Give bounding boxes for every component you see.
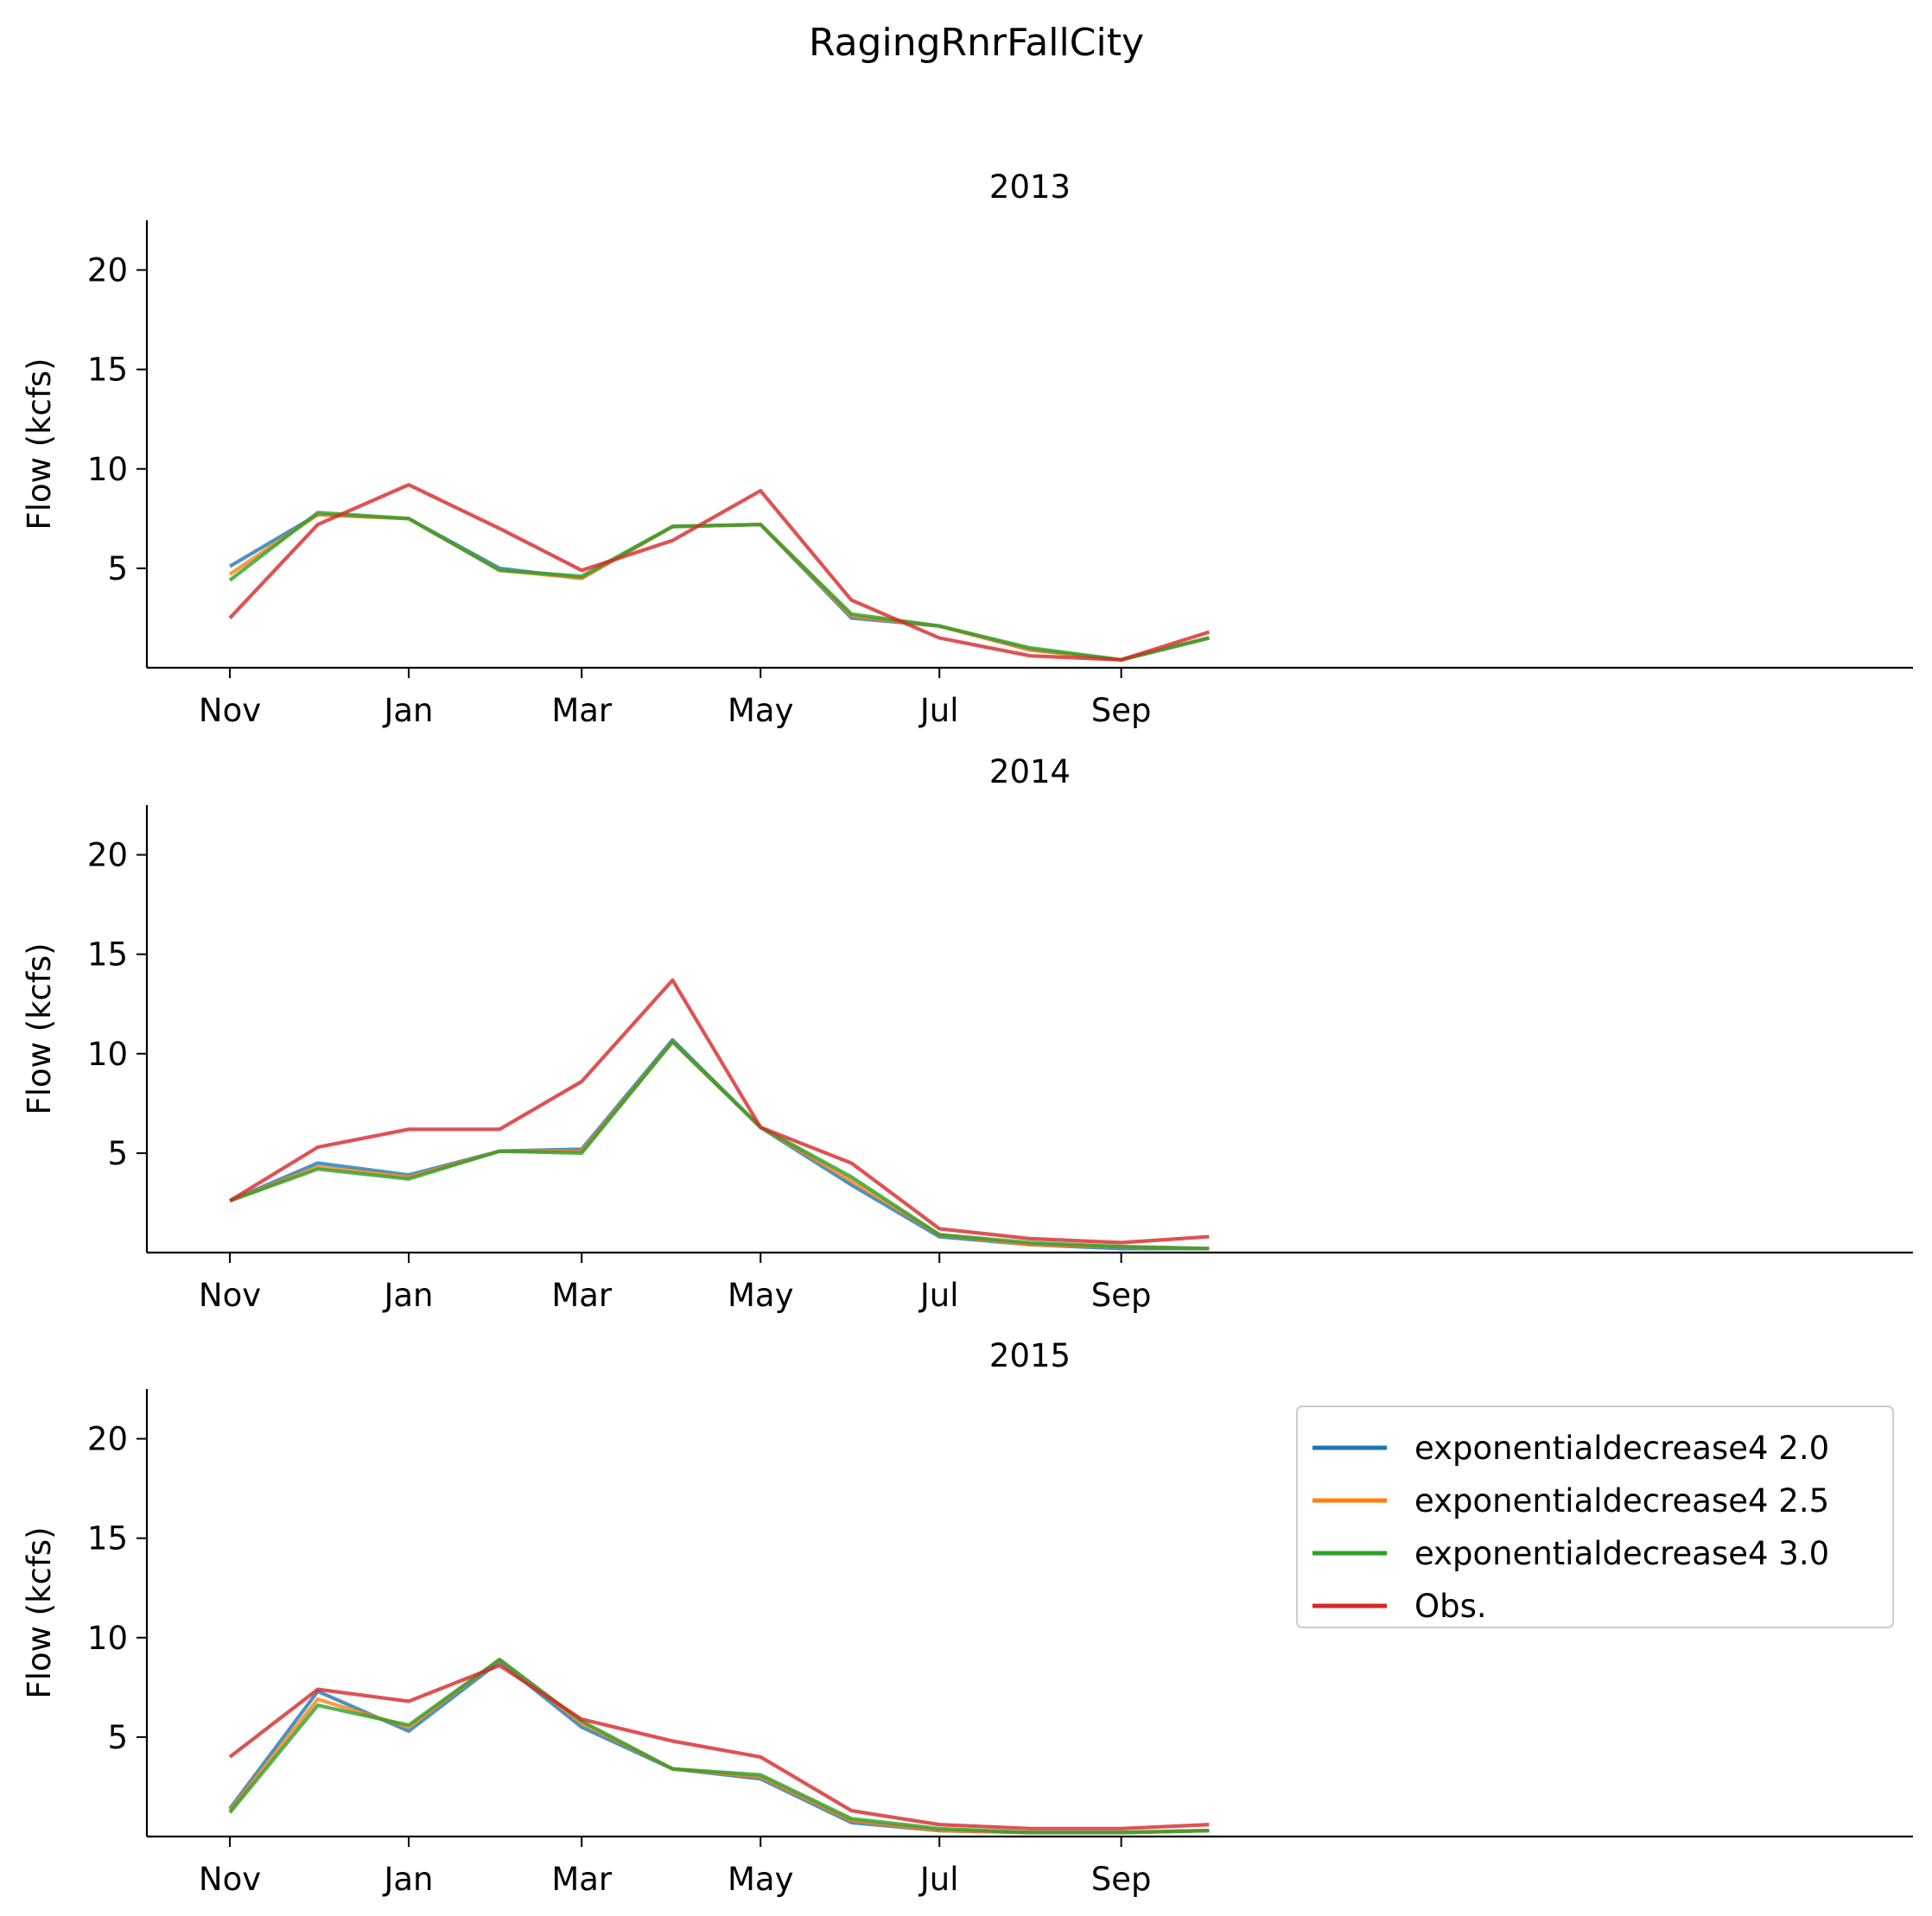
x-tick-label: Mar — [551, 1861, 613, 1898]
series-line-obs- — [228, 483, 1211, 662]
x-tick-label: Sep — [1091, 1277, 1152, 1314]
x-tick-label: May — [728, 1277, 794, 1314]
panel-title: 2014 — [989, 753, 1071, 790]
x-tick-label: Mar — [551, 1277, 613, 1314]
series-line-obs- — [228, 978, 1210, 1245]
x-tick-label: Jan — [382, 1861, 433, 1898]
x-tick-label: May — [728, 692, 794, 729]
legend: exponentialdecrease4 2.0 exponentialdecre… — [1296, 1405, 1894, 1628]
y-axis-label: Flow (kcfs) — [21, 358, 58, 530]
y-tick-label: 10 — [87, 451, 128, 488]
series-line-exponentialdecrease4-2-5 — [229, 1039, 1210, 1251]
y-tick-label: 20 — [87, 1421, 128, 1458]
panel-title: 2013 — [989, 168, 1071, 206]
chart-title: RagingRnrFallCity — [809, 21, 1144, 65]
y-tick-label: 15 — [87, 1520, 128, 1558]
x-tick-label: Jul — [918, 1861, 959, 1898]
x-tick-label: Jul — [918, 1277, 959, 1314]
y-tick-label: 20 — [87, 837, 128, 874]
x-tick-label: Jul — [918, 692, 959, 729]
y-tick-label: 5 — [107, 1135, 128, 1172]
series-line-exponentialdecrease4-3-0 — [228, 1657, 1210, 1835]
y-tick-label: 5 — [107, 1719, 128, 1756]
x-tick-label: Jan — [382, 1277, 433, 1314]
x-tick-label: Sep — [1091, 692, 1152, 729]
panel-2015: 2015 5 10 15 20 Nov Jan Mar May Jul Sep Flow (kcfs)… — [21, 1337, 1913, 1898]
y-tick-label: 10 — [87, 1620, 128, 1657]
panel-2013: 2013 5 10 15 20 Nov Jan Mar May Jul Sep Flow (kcfs) — [21, 168, 1913, 729]
panel-2014: 2014 5 10 15 20 Nov Jan Mar May Jul Sep Flow (kcfs) — [21, 753, 1913, 1314]
y-tick-label: 5 — [107, 550, 128, 587]
x-tick-label: Mar — [551, 692, 613, 729]
x-tick-label: Jan — [382, 692, 433, 729]
series-line-exponentialdecrease4-2-5 — [228, 512, 1210, 662]
legend-entry: exponentialdecrease4 2.0 — [1414, 1430, 1829, 1467]
series-line-exponentialdecrease4-3-0 — [229, 1039, 1210, 1251]
legend-entry: Obs. — [1414, 1588, 1487, 1625]
y-tick-label: 15 — [87, 936, 128, 974]
x-tick-label: Nov — [199, 1277, 261, 1314]
x-tick-label: Sep — [1091, 1861, 1152, 1898]
legend-entry: exponentialdecrease4 3.0 — [1414, 1535, 1829, 1572]
y-tick-label: 20 — [87, 252, 128, 289]
legend-entry: exponentialdecrease4 2.5 — [1414, 1482, 1829, 1519]
series-line-exponentialdecrease4-3-0 — [228, 511, 1210, 662]
y-axis-label: Flow (kcfs) — [21, 942, 58, 1114]
panels: 2013 5 10 15 20 Nov Jan Mar May Jul Sep Flow (kcfs)… — [21, 168, 1913, 1898]
series-line-exponentialdecrease4-2-0 — [228, 512, 1210, 662]
legend-box — [1296, 1405, 1894, 1628]
x-tick-label: Nov — [199, 692, 261, 729]
series-line-obs- — [228, 1663, 1210, 1830]
x-tick-label: Nov — [199, 1861, 261, 1898]
y-tick-label: 15 — [87, 352, 128, 389]
panel-title: 2015 — [989, 1337, 1071, 1374]
y-axis-label: Flow (kcfs) — [21, 1526, 58, 1698]
series-line-exponentialdecrease4-2-5 — [228, 1657, 1210, 1835]
series-line-exponentialdecrease4-2-0 — [228, 1659, 1210, 1835]
y-tick-label: 10 — [87, 1036, 128, 1073]
series-line-exponentialdecrease4-2-0 — [229, 1037, 1210, 1251]
x-tick-label: May — [728, 1861, 794, 1898]
